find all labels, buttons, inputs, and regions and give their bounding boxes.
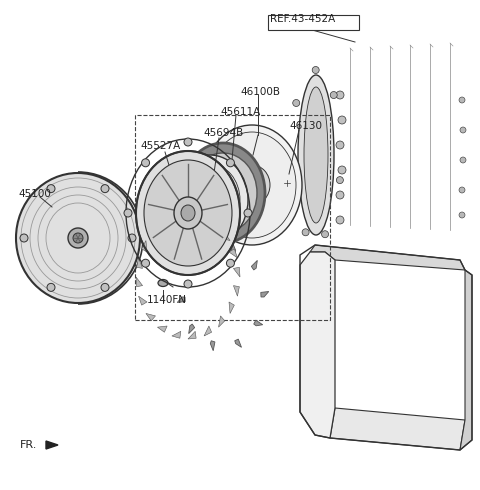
Circle shape (124, 209, 132, 217)
Polygon shape (177, 297, 185, 302)
Circle shape (312, 67, 319, 74)
Circle shape (184, 280, 192, 288)
Polygon shape (172, 331, 181, 338)
Circle shape (322, 231, 328, 238)
Text: 1140FN: 1140FN (147, 295, 187, 305)
Polygon shape (300, 252, 335, 438)
Circle shape (244, 209, 252, 217)
Circle shape (227, 159, 234, 167)
Text: 45694B: 45694B (203, 128, 243, 138)
Polygon shape (136, 277, 143, 287)
Text: REF.43-452A: REF.43-452A (270, 14, 335, 24)
Polygon shape (233, 286, 240, 296)
Ellipse shape (234, 165, 270, 205)
Circle shape (460, 127, 466, 133)
Ellipse shape (202, 125, 302, 245)
Polygon shape (204, 246, 211, 255)
Circle shape (302, 229, 309, 236)
Polygon shape (183, 268, 192, 274)
Polygon shape (261, 292, 269, 297)
Circle shape (459, 212, 465, 218)
Ellipse shape (180, 164, 240, 236)
Circle shape (460, 157, 466, 163)
Polygon shape (180, 215, 188, 222)
Polygon shape (142, 241, 147, 252)
Polygon shape (195, 216, 204, 222)
Polygon shape (310, 245, 465, 270)
Ellipse shape (144, 160, 232, 266)
Ellipse shape (208, 132, 296, 238)
Polygon shape (157, 326, 167, 332)
Polygon shape (254, 320, 263, 326)
Circle shape (184, 138, 192, 146)
Circle shape (20, 234, 28, 242)
Polygon shape (46, 441, 58, 449)
Polygon shape (210, 341, 215, 351)
Polygon shape (229, 302, 234, 314)
Ellipse shape (181, 143, 265, 243)
Circle shape (336, 176, 343, 184)
Circle shape (459, 97, 465, 103)
Circle shape (101, 283, 109, 292)
Ellipse shape (16, 173, 140, 303)
Circle shape (336, 191, 344, 199)
Polygon shape (146, 314, 156, 321)
Ellipse shape (304, 87, 328, 223)
Circle shape (47, 185, 55, 193)
Circle shape (330, 92, 337, 98)
Bar (135, 115, 330, 320)
Circle shape (336, 216, 344, 224)
Text: 45100: 45100 (18, 189, 51, 199)
Ellipse shape (73, 233, 83, 243)
Ellipse shape (181, 205, 195, 221)
Circle shape (338, 116, 346, 124)
Circle shape (128, 234, 136, 242)
Circle shape (336, 141, 344, 149)
Polygon shape (189, 324, 195, 334)
Circle shape (142, 159, 150, 167)
Polygon shape (330, 408, 465, 450)
Polygon shape (188, 331, 196, 339)
Text: 46130: 46130 (289, 121, 322, 131)
Polygon shape (164, 218, 172, 228)
Polygon shape (231, 243, 236, 253)
Polygon shape (220, 233, 230, 241)
Ellipse shape (158, 279, 168, 287)
Circle shape (293, 99, 300, 106)
Polygon shape (252, 260, 257, 270)
Circle shape (47, 283, 55, 292)
Polygon shape (460, 270, 472, 450)
Polygon shape (209, 222, 218, 228)
Ellipse shape (68, 228, 88, 248)
Circle shape (459, 187, 465, 193)
Ellipse shape (298, 75, 334, 235)
Polygon shape (151, 227, 157, 238)
Ellipse shape (282, 178, 292, 188)
Ellipse shape (189, 153, 257, 233)
FancyBboxPatch shape (267, 16, 359, 30)
Circle shape (101, 185, 109, 193)
Text: 45611A: 45611A (220, 107, 260, 117)
Polygon shape (139, 296, 147, 305)
Text: 46100B: 46100B (240, 87, 280, 97)
Polygon shape (229, 249, 238, 258)
Circle shape (227, 259, 234, 267)
Polygon shape (235, 339, 241, 347)
Ellipse shape (136, 151, 240, 275)
Text: FR.: FR. (20, 440, 37, 450)
Ellipse shape (278, 174, 296, 192)
Circle shape (288, 172, 295, 179)
Circle shape (336, 91, 344, 99)
Circle shape (338, 166, 346, 174)
Polygon shape (204, 326, 212, 336)
Polygon shape (137, 258, 143, 269)
Polygon shape (218, 316, 225, 327)
Text: 45527A: 45527A (140, 141, 180, 151)
Ellipse shape (172, 155, 248, 245)
Circle shape (142, 259, 150, 267)
Polygon shape (233, 268, 240, 277)
Ellipse shape (174, 197, 202, 229)
